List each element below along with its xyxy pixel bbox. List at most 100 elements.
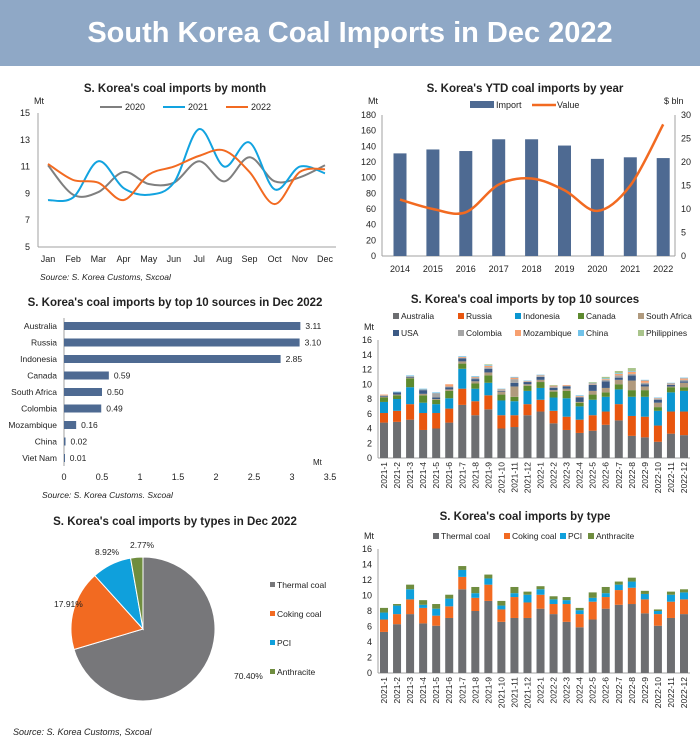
bar-segment-anthracite (640, 590, 649, 594)
legend-swatch (638, 313, 644, 319)
bar-segment-colombia (432, 393, 441, 398)
legend-label: PCI (277, 638, 291, 648)
y-tick-label: 16 (362, 544, 372, 554)
x-tick-label: Jan (41, 254, 56, 264)
bar-segment-mozambique (575, 396, 584, 397)
data-label: 0.59 (114, 371, 131, 381)
bar-segment-usa (549, 387, 558, 391)
bar-segment-mozambique (601, 379, 610, 380)
x-tick-label: 2021-8 (470, 462, 480, 489)
chart-title: S. Korea's coal imports by types in Dec … (53, 516, 297, 528)
bar-segment-thermal-coal (627, 604, 636, 673)
x-tick-label: Dec (317, 254, 334, 264)
bar-segment-philippines (484, 364, 493, 366)
y-tick-label: 14 (362, 560, 372, 570)
bar-segment-china (680, 377, 688, 379)
bar-segment-canada (601, 392, 610, 397)
x-tick-label: 2019 (554, 264, 574, 274)
legend-label: Philippines (646, 328, 687, 338)
y-tick-label: 180 (361, 110, 376, 120)
bar-segment-coking-coal (458, 576, 467, 590)
bar-segment-usa (640, 384, 649, 387)
bar-segment-australia (393, 421, 402, 458)
source-note: Source: S. Korea Customs. Sxcoal (42, 490, 174, 500)
y-tick-label: 11 (21, 162, 30, 172)
bar-segment-colombia (458, 357, 467, 359)
bar-import (426, 149, 440, 256)
pie-slice-coking-coal (70, 574, 144, 651)
bar-segment-canada (380, 397, 388, 402)
bar-segment-anthracite (562, 597, 571, 601)
bar-segment-colombia (666, 384, 675, 385)
bar-segment-canada (393, 395, 402, 399)
bar-segment-south-africa (640, 386, 649, 391)
bar-south-africa (64, 388, 102, 396)
bar-segment-australia (562, 429, 571, 458)
legend-swatch (458, 313, 464, 319)
bar-segment-canada (549, 391, 558, 398)
legend-label: Mozambique (523, 328, 572, 338)
bar-segment-coking-coal (419, 607, 428, 624)
x-tick-label: 2021-2 (392, 462, 402, 489)
x-tick-label: 2021-5 (431, 462, 441, 489)
data-label: 0.49 (106, 404, 123, 414)
x-tick-label: 2022-6 (601, 677, 611, 704)
bar-segment-usa (432, 397, 441, 399)
y-tick-label: 12 (362, 365, 372, 375)
bar-segment-thermal-coal (458, 589, 467, 673)
x-tick-label: Apr (117, 254, 131, 264)
bar-segment-south-africa (419, 393, 428, 396)
bar-segment-russia (666, 411, 675, 434)
bar-segment-colombia (471, 377, 480, 380)
y-tick-label: 7 (25, 215, 30, 225)
data-label: 2.77% (130, 540, 155, 550)
x-tick-label: 2021-1 (379, 462, 389, 489)
category-label: Mozambique (8, 420, 57, 430)
bar-segment-china (484, 365, 493, 366)
bar-segment-coking-coal (562, 604, 571, 622)
legend-label: Thermal coal (277, 580, 326, 590)
chart-bytype: S. Korea's coal imports by type Mt 0 2 4 6 8 10… (362, 511, 690, 708)
x-tick-label: Oct (268, 254, 283, 264)
bar-segment-mozambique (445, 384, 454, 387)
x-tick-label: 2022-8 (627, 677, 637, 704)
bar-segment-south-africa (575, 401, 584, 403)
legend-swatch (270, 669, 275, 674)
x-tick-label: 2022-7 (614, 677, 624, 704)
legend-label: Anthracite (277, 667, 316, 677)
bar-segment-canada (458, 363, 467, 369)
bar-segment-colombia (575, 396, 584, 398)
bar-segment-russia (484, 395, 493, 410)
x-tick-label: 2021-9 (483, 462, 493, 489)
bar-australia (64, 322, 301, 330)
bar-segment-indonesia (666, 392, 675, 412)
bar-segment-coking-coal (549, 604, 558, 615)
bar-segment-colombia (497, 390, 506, 391)
bar-segment-south-africa (458, 361, 467, 364)
bar-segment-colombia (627, 373, 636, 376)
bar-segment-anthracite (666, 591, 675, 595)
bar-segment-russia (406, 404, 415, 420)
bar-segment-south-africa (484, 372, 493, 376)
series-line-value (399, 123, 665, 216)
bar-segment-south-africa (627, 380, 636, 391)
bar-segment-indonesia (432, 404, 441, 414)
bar-segment-anthracite (614, 581, 623, 585)
x-tick-label: 2014 (390, 264, 410, 274)
bar-segment-indonesia (419, 402, 428, 414)
bar-segment-coking-coal (666, 601, 675, 618)
bar-segment-indonesia (380, 401, 388, 414)
bar-segment-usa (601, 381, 610, 388)
bar-segment-china (432, 392, 441, 394)
bar-segment-anthracite (497, 600, 506, 606)
bar-segment-russia (640, 416, 649, 438)
bar-segment-anthracite (523, 591, 532, 595)
data-label: 3.11 (305, 321, 321, 331)
x-tick-label: 2021-7 (457, 677, 467, 704)
y-tick-label: 2 (367, 653, 372, 663)
bar-segment-colombia (653, 399, 662, 400)
bar-import (393, 153, 407, 256)
bar-segment-mozambique (497, 389, 506, 391)
series-line-2021 (47, 128, 326, 203)
x-tick-label: May (140, 254, 158, 264)
